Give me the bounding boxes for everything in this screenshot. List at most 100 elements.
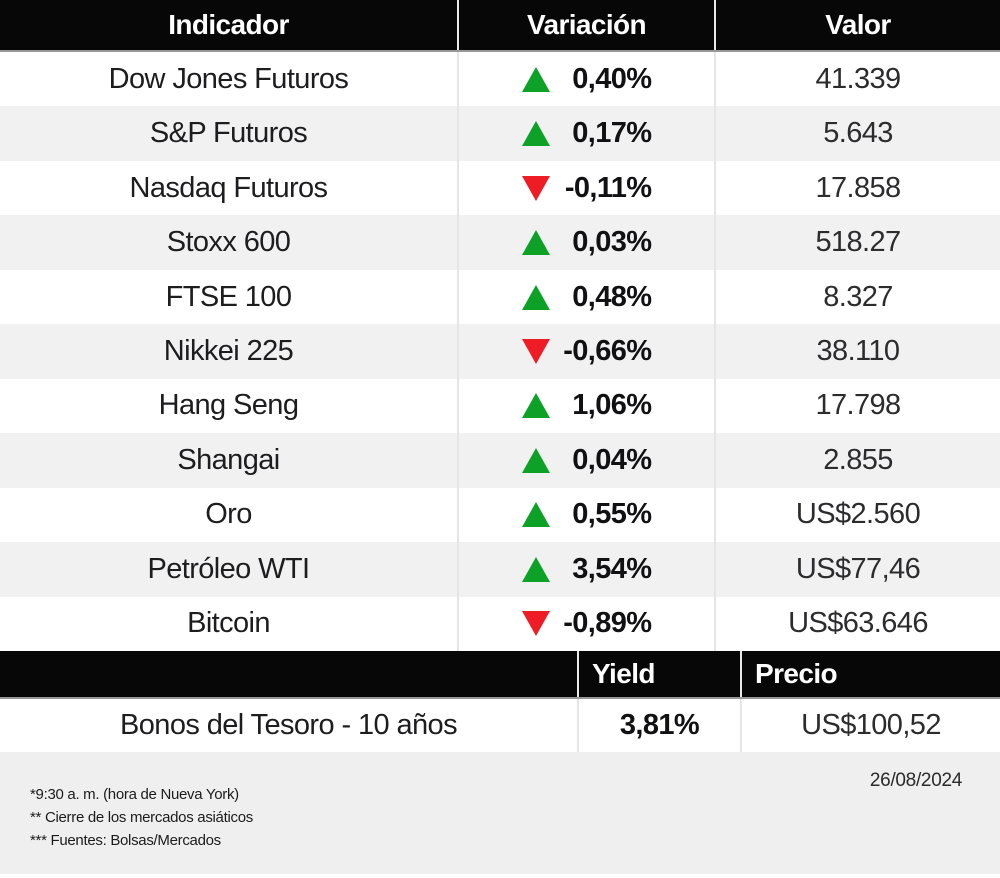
variation-cell: -0,11%	[457, 160, 714, 216]
table-row: Oro 0,55% US$2.560	[0, 487, 1000, 543]
table-row: Dow Jones Futuros 0,40% 41.339	[0, 52, 1000, 107]
table-row: Nasdaq Futuros -0,11% 17.858	[0, 160, 1000, 216]
variation-group: 3,54%	[521, 552, 652, 586]
header-label-yield: Yield	[592, 658, 655, 689]
table-row: Hang Seng 1,06% 17.798	[0, 378, 1000, 434]
indicator-name: Nasdaq Futuros	[129, 171, 329, 204]
indicator-name: Stoxx 600	[166, 226, 291, 259]
indicator-value: 17.858	[714, 160, 1000, 216]
variation-cell: 0,48%	[457, 269, 714, 325]
indicator-name: Oro	[205, 498, 252, 531]
variation-group: 0,55%	[521, 498, 652, 531]
bond-price-value: US$100,52	[740, 699, 1000, 752]
variation-value: 3,54%	[572, 552, 652, 585]
variation-value: 0,04%	[572, 443, 652, 476]
variation-cell: 0,04%	[457, 433, 714, 488]
bonds-table-header: Yield Precio	[0, 651, 1000, 699]
variation-cell: 0,55%	[457, 487, 714, 543]
indicator-value: 2.855	[714, 433, 1000, 488]
table-row: Nikkei 225 -0,66% 38.110	[0, 324, 1000, 379]
variation-group: 1,06%	[521, 389, 652, 422]
up-arrow-icon	[521, 121, 550, 147]
indicator-name: Nikkei 225	[163, 334, 294, 367]
table-row: Stoxx 600 0,03% 518.27	[0, 215, 1000, 270]
indicator-value: 38.110	[714, 324, 1000, 379]
indicator-value: US$63.646	[714, 596, 1000, 651]
footnote-asian-markets: ** Cierre de los mercados asiáticos	[30, 809, 253, 826]
markets-table-header: Indicador Variación Valor	[0, 0, 1000, 52]
indicator-name: Shangai	[177, 443, 280, 476]
footnote-time: *9:30 a. m. (hora de Nueva York)	[30, 786, 239, 803]
table-row: Bitcoin -0,89% US$63.646	[0, 596, 1000, 651]
up-arrow-icon	[521, 284, 550, 310]
variation-cell: 0,03%	[457, 215, 714, 270]
variation-value: 0,55%	[572, 498, 652, 531]
variation-group: 0,48%	[521, 280, 652, 314]
markets-table-body: Dow Jones Futuros 0,40% 41.339 S&P Futur…	[0, 52, 1000, 651]
variation-group: 0,17%	[521, 117, 652, 150]
variation-cell: 0,40%	[457, 52, 714, 107]
header-cell-variation: Variación	[457, 0, 714, 50]
variation-value: 0,17%	[572, 117, 652, 150]
footnote-sources: *** Fuentes: Bolsas/Mercados	[30, 832, 221, 849]
indicator-value: 8.327	[714, 269, 1000, 325]
variation-cell: 0,17%	[457, 106, 714, 161]
variation-cell: -0,89%	[457, 596, 714, 651]
bonds-table-row: Bonos del Tesoro - 10 años 3,81% US$100,…	[0, 699, 1000, 752]
variation-value: 0,03%	[572, 226, 652, 259]
variation-group: 0,40%	[521, 62, 652, 96]
indicator-name: FTSE 100	[165, 280, 292, 313]
header-label-indicator: Indicador	[168, 9, 289, 40]
up-arrow-icon	[521, 393, 550, 419]
variation-group: -0,66%	[521, 334, 652, 368]
variation-value: -0,66%	[563, 334, 652, 367]
variation-value: 0,48%	[572, 280, 652, 313]
header-cell-indicator: Indicador	[0, 0, 457, 50]
table-row: Shangai 0,04% 2.855	[0, 433, 1000, 488]
down-arrow-icon	[521, 175, 550, 201]
header-label-variation: Variación	[526, 9, 647, 40]
variation-value: 0,40%	[572, 62, 652, 95]
variation-group: 0,03%	[521, 226, 652, 259]
header-label-value: Valor	[825, 9, 891, 40]
bond-name: Bonos del Tesoro - 10 años	[120, 709, 458, 741]
indicator-value: 518.27	[714, 215, 1000, 270]
bond-yield-value: 3,81%	[577, 699, 740, 752]
up-arrow-icon	[521, 66, 550, 92]
variation-value: -0,11%	[564, 171, 652, 204]
variation-value: 1,06%	[572, 389, 652, 422]
table-row: Petróleo WTI 3,54% US$77,46	[0, 542, 1000, 597]
header-cell-value: Valor	[714, 0, 1000, 50]
variation-value: -0,89%	[563, 607, 652, 640]
header-cell-empty	[0, 651, 577, 697]
table-row: FTSE 100 0,48% 8.327	[0, 269, 1000, 325]
indicator-value: 41.339	[714, 52, 1000, 107]
variation-cell: 3,54%	[457, 542, 714, 597]
header-cell-yield: Yield	[577, 651, 740, 697]
footer: 26/08/2024 *9:30 a. m. (hora de Nueva Yo…	[0, 752, 1000, 874]
table-row: S&P Futuros 0,17% 5.643	[0, 106, 1000, 161]
date-label: 26/08/2024	[869, 770, 962, 791]
variation-cell: 1,06%	[457, 378, 714, 434]
indicator-name: Hang Seng	[158, 389, 299, 422]
indicator-name: Bitcoin	[187, 607, 270, 640]
up-arrow-icon	[521, 447, 550, 473]
header-cell-price: Precio	[740, 651, 1000, 697]
variation-group: -0,89%	[521, 607, 652, 640]
indicator-value: 17.798	[714, 378, 1000, 434]
up-arrow-icon	[521, 230, 550, 256]
indicator-name: Petróleo WTI	[147, 552, 310, 585]
indicator-value: US$2.560	[714, 487, 1000, 543]
variation-group: -0,11%	[521, 171, 652, 205]
header-label-price: Precio	[755, 658, 838, 689]
indicator-name: Dow Jones Futuros	[108, 62, 349, 95]
up-arrow-icon	[521, 502, 550, 528]
down-arrow-icon	[521, 611, 550, 637]
indicator-value: 5.643	[714, 106, 1000, 161]
variation-cell: -0,66%	[457, 324, 714, 379]
footnotes: *9:30 a. m. (hora de Nueva York) ** Cier…	[30, 783, 253, 852]
indicator-value: US$77,46	[714, 542, 1000, 597]
down-arrow-icon	[521, 338, 550, 364]
up-arrow-icon	[521, 556, 550, 582]
